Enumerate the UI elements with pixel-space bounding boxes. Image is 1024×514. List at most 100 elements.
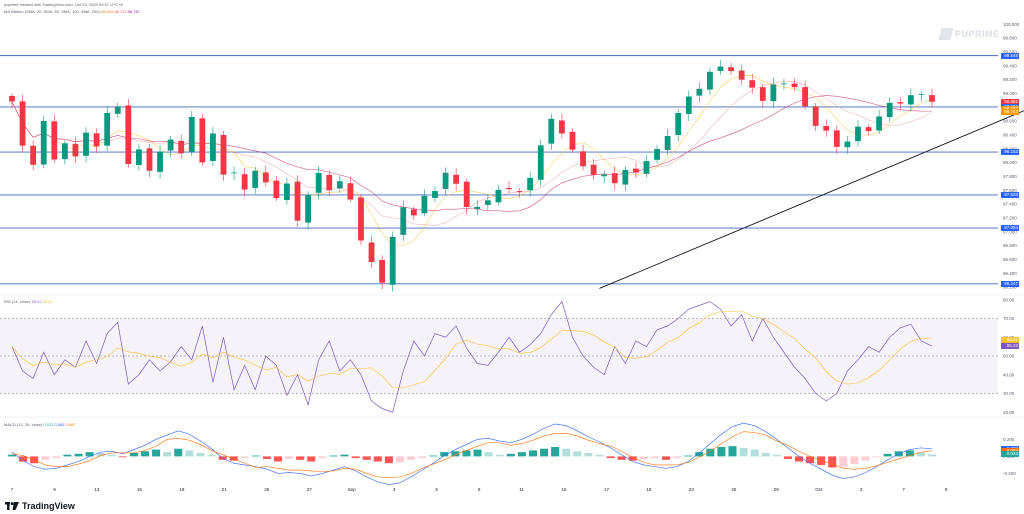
macd-histogram-bar: [850, 456, 859, 465]
macd-histogram-bar: [140, 451, 150, 457]
macd-histogram-bar: [373, 456, 382, 462]
moving-average-line: [11, 75, 933, 247]
candle-body: [305, 194, 311, 223]
candle-body: [738, 70, 745, 80]
macd-histogram-bar: [307, 456, 316, 462]
price-level-tag: 98.787: [1001, 105, 1019, 112]
ma-ribbon-legend: MA Ribbon (SMA, 20, SMA, 50, SMA, 100, S…: [4, 9, 140, 14]
tradingview-brand[interactable]: TradingView: [5, 501, 75, 511]
candle-body: [19, 101, 26, 146]
candle-body: [495, 189, 502, 203]
macd-histogram-bar: [196, 452, 205, 457]
macd-histogram-bar: [74, 453, 83, 457]
price-axis-tick: 100.000: [1003, 22, 1020, 27]
candle-body: [907, 95, 914, 105]
candle-body: [844, 141, 851, 148]
macd-histogram-bar: [717, 447, 726, 457]
macd-histogram-bar: [473, 449, 482, 457]
macd-histogram-bar: [595, 454, 604, 457]
date-axis-tick: Oct: [815, 487, 823, 492]
macd-histogram-bar: [528, 450, 537, 457]
macd-signal-line: [11, 431, 933, 479]
puprime-logo-icon: [938, 28, 954, 40]
macd-histogram-bar: [562, 448, 571, 457]
candle-body: [284, 183, 290, 201]
candle-body: [759, 87, 766, 101]
rsi-ma-line: [11, 310, 933, 389]
macd-histogram-bar: [152, 449, 161, 457]
price-axis-tick: 99.600: [1003, 50, 1017, 55]
macd-histogram-bar: [628, 456, 637, 461]
macd-histogram-bar: [163, 452, 172, 457]
candle-body: [601, 174, 608, 177]
date-axis-tick: 5: [435, 487, 438, 492]
candle-body: [516, 191, 523, 192]
candle-body: [812, 106, 819, 126]
candle-body: [358, 197, 364, 241]
candle-body: [643, 161, 650, 174]
macd-histogram-bar: [684, 455, 693, 457]
candle-body: [569, 131, 576, 150]
candle-body: [537, 145, 544, 180]
candle-body: [781, 83, 787, 85]
macd-histogram-bar: [695, 452, 704, 457]
candle-body: [61, 143, 68, 160]
macd-histogram-bar: [661, 456, 670, 460]
ma-value-1: 98.694: [100, 9, 114, 14]
macd-histogram-bar: [351, 456, 360, 459]
macd-histogram-bar: [872, 456, 881, 458]
macd-axis-tick: -0.200: [1003, 471, 1016, 476]
macd-value-tag: 0.065: [1001, 447, 1019, 454]
candle-body: [855, 126, 861, 142]
candle-body: [9, 95, 15, 102]
rsi-axis-tick: 40.00: [1003, 372, 1015, 377]
macd-histogram-bar: [905, 450, 914, 457]
macd-histogram-bar: [407, 456, 416, 460]
macd-histogram-bar: [828, 456, 837, 468]
candle-body: [252, 170, 259, 188]
macd-histogram-bar: [96, 452, 105, 457]
macd-histogram-bar: [584, 452, 593, 457]
macd-histogram-bar: [395, 456, 404, 463]
macd-signal-value: 0.087: [65, 422, 76, 427]
rsi-axis-tick: 80.00: [1003, 297, 1015, 302]
macd-histogram-bar: [118, 456, 127, 458]
date-axis-tick: 21: [222, 487, 228, 492]
price-axis-tick: 97.600: [1003, 188, 1017, 193]
candle-body: [146, 148, 153, 171]
macd-histogram-bar: [451, 451, 460, 457]
date-axis-tick: 15: [561, 487, 567, 492]
price-level-tag: 98.743: [1001, 109, 1019, 116]
macd-histogram-bar: [174, 448, 183, 457]
candle-body: [336, 181, 343, 189]
price-axis-tick: 97.200: [1003, 215, 1017, 220]
macd-histogram-bar: [916, 452, 925, 457]
candle-body: [833, 130, 840, 147]
macd-histogram-bar: [240, 456, 249, 459]
price-axis-tick: 99.000: [1003, 91, 1017, 96]
macd-histogram-bar: [296, 456, 305, 460]
candle-body: [72, 143, 79, 157]
date-axis-tick: 19: [179, 487, 185, 492]
macd-histogram-bar: [462, 450, 471, 457]
candle-body: [83, 132, 89, 156]
puprime-watermark: PUPRIME: [938, 28, 1000, 40]
brand-text: TradingView: [22, 501, 75, 511]
macd-line-value: 0.065: [54, 422, 65, 427]
moving-average-line: [11, 81, 933, 226]
date-axis-tick: 9: [478, 487, 481, 492]
ma-value-3: 98.787: [127, 9, 140, 14]
rsi-band-fill: [0, 318, 998, 394]
price-axis-tick: 99.200: [1003, 77, 1017, 82]
candle-body: [199, 118, 206, 163]
rsi-axis-tick: 50.00: [1003, 354, 1015, 359]
price-axis-tick: 98.200: [1003, 146, 1017, 151]
candle-body: [728, 67, 734, 72]
price-axis-tick: 97.800: [1003, 174, 1017, 179]
candle-body: [135, 149, 142, 166]
price-axis-tick: 98.000: [1003, 160, 1017, 165]
date-axis-tick: 9: [945, 487, 948, 492]
candle-body: [463, 181, 470, 208]
macd-histogram-bar: [262, 456, 271, 459]
